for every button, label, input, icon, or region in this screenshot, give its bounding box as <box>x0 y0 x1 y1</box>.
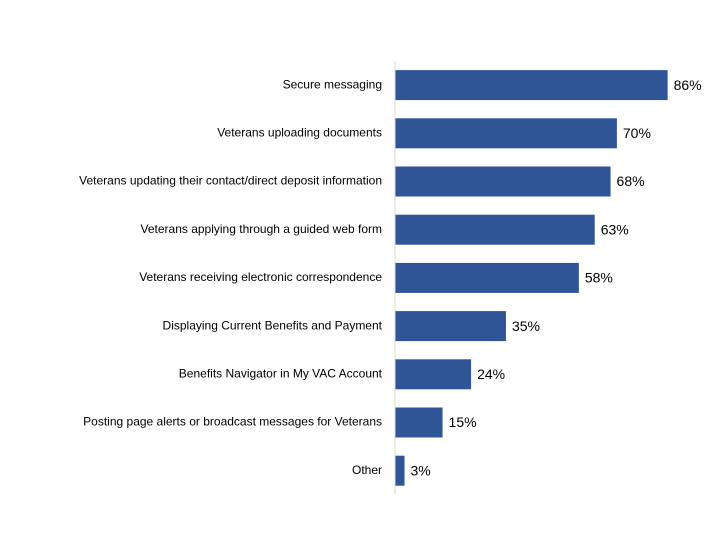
bar <box>395 166 611 197</box>
value-label: 35% <box>512 318 540 334</box>
category-label: Displaying Current Benefits and Payment <box>163 318 383 332</box>
value-label: 86% <box>674 77 702 93</box>
value-label: 24% <box>477 366 505 382</box>
bar <box>395 214 595 245</box>
bar <box>395 359 472 390</box>
category-label: Other <box>352 463 382 477</box>
category-label: Veterans applying through a guided web f… <box>141 222 383 236</box>
value-label: 70% <box>623 125 651 141</box>
value-label: 58% <box>585 270 613 286</box>
category-label: Benefits Navigator in My VAC Account <box>179 366 383 380</box>
category-label: Veterans receiving electronic correspond… <box>139 270 382 284</box>
value-label: 3% <box>411 462 431 478</box>
bar <box>395 70 668 101</box>
bar <box>395 262 579 293</box>
value-label: 68% <box>617 173 645 189</box>
bar <box>395 455 405 486</box>
value-label: 63% <box>601 221 629 237</box>
category-label: Veterans uploading documents <box>217 125 382 139</box>
bar <box>395 407 443 438</box>
category-label: Veterans updating their contact/direct d… <box>79 174 382 188</box>
value-label: 15% <box>449 414 477 430</box>
bar <box>395 118 617 149</box>
category-label: Posting page alerts or broadcast message… <box>83 415 382 429</box>
bar <box>395 311 506 342</box>
category-label: Secure messaging <box>283 77 382 91</box>
